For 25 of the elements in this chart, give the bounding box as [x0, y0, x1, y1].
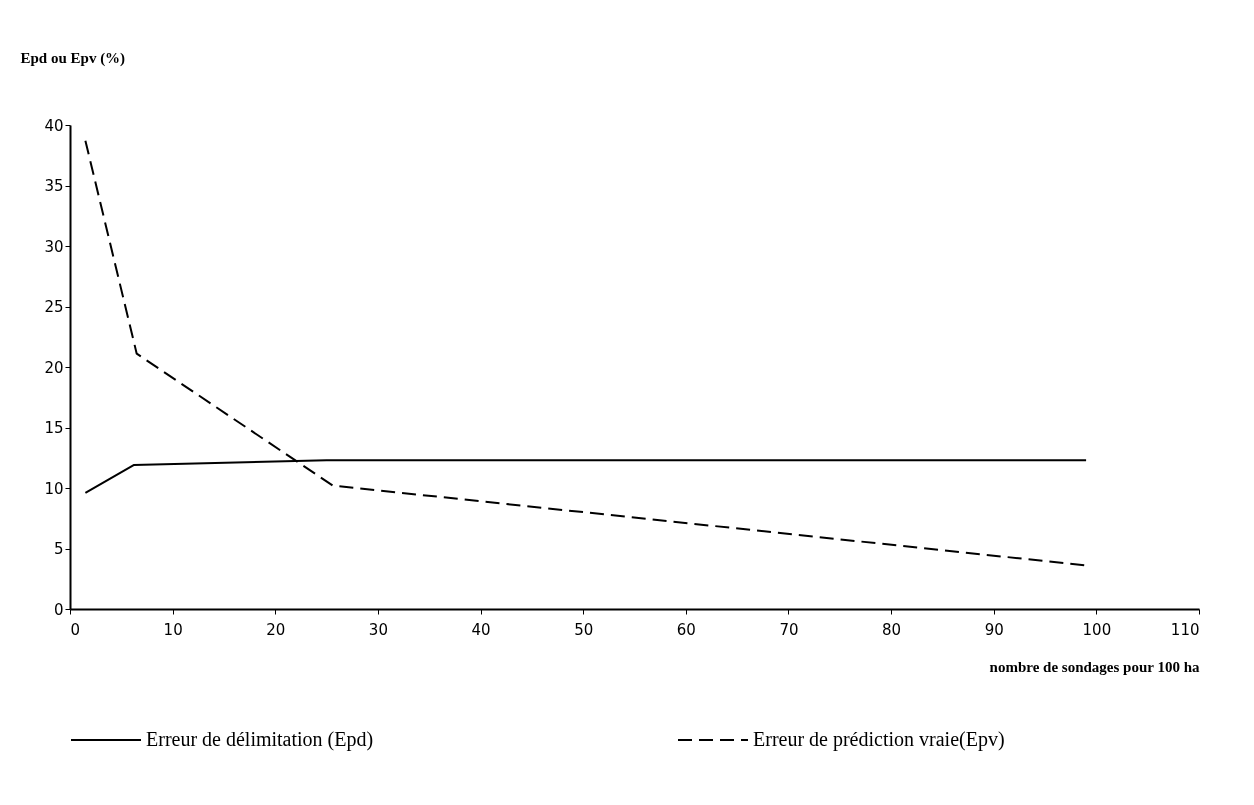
x-tick-label: 10 [163, 620, 183, 639]
x-tick-label: 50 [574, 620, 594, 639]
x-tick-label: 30 [368, 620, 388, 639]
x-tick-label: 110 [1170, 620, 1200, 639]
x-tick-label: 0 [70, 620, 81, 639]
x-tick-label: 20 [266, 620, 286, 639]
x-tick-label: 90 [984, 620, 1004, 639]
legend-label: Erreur de prédiction vraie(Epv) [753, 728, 1005, 751]
x-axis-title: nombre de sondages pour 100 ha [989, 658, 1200, 675]
x-tick-label: 100 [1082, 620, 1112, 639]
y-tick-label: 40 [44, 116, 64, 135]
legend-label: Erreur de délimitation (Epd) [146, 728, 374, 751]
x-tick-label: 40 [471, 620, 491, 639]
y-tick-label: 20 [44, 358, 64, 377]
y-tick-label: 5 [53, 540, 64, 558]
x-tick-label: 70 [779, 620, 799, 639]
y-tick-label: 35 [44, 177, 64, 195]
y-tick-label: 25 [44, 298, 64, 316]
y-tick-label: 0 [53, 600, 64, 619]
x-tick-label: 80 [882, 620, 902, 639]
x-tick-label: 60 [676, 620, 696, 639]
y-axis-title: Epd ou Epv (%) [20, 49, 126, 67]
y-tick-label: 15 [44, 419, 64, 437]
y-tick-label: 10 [44, 479, 64, 498]
y-tick-label: 30 [44, 237, 64, 256]
